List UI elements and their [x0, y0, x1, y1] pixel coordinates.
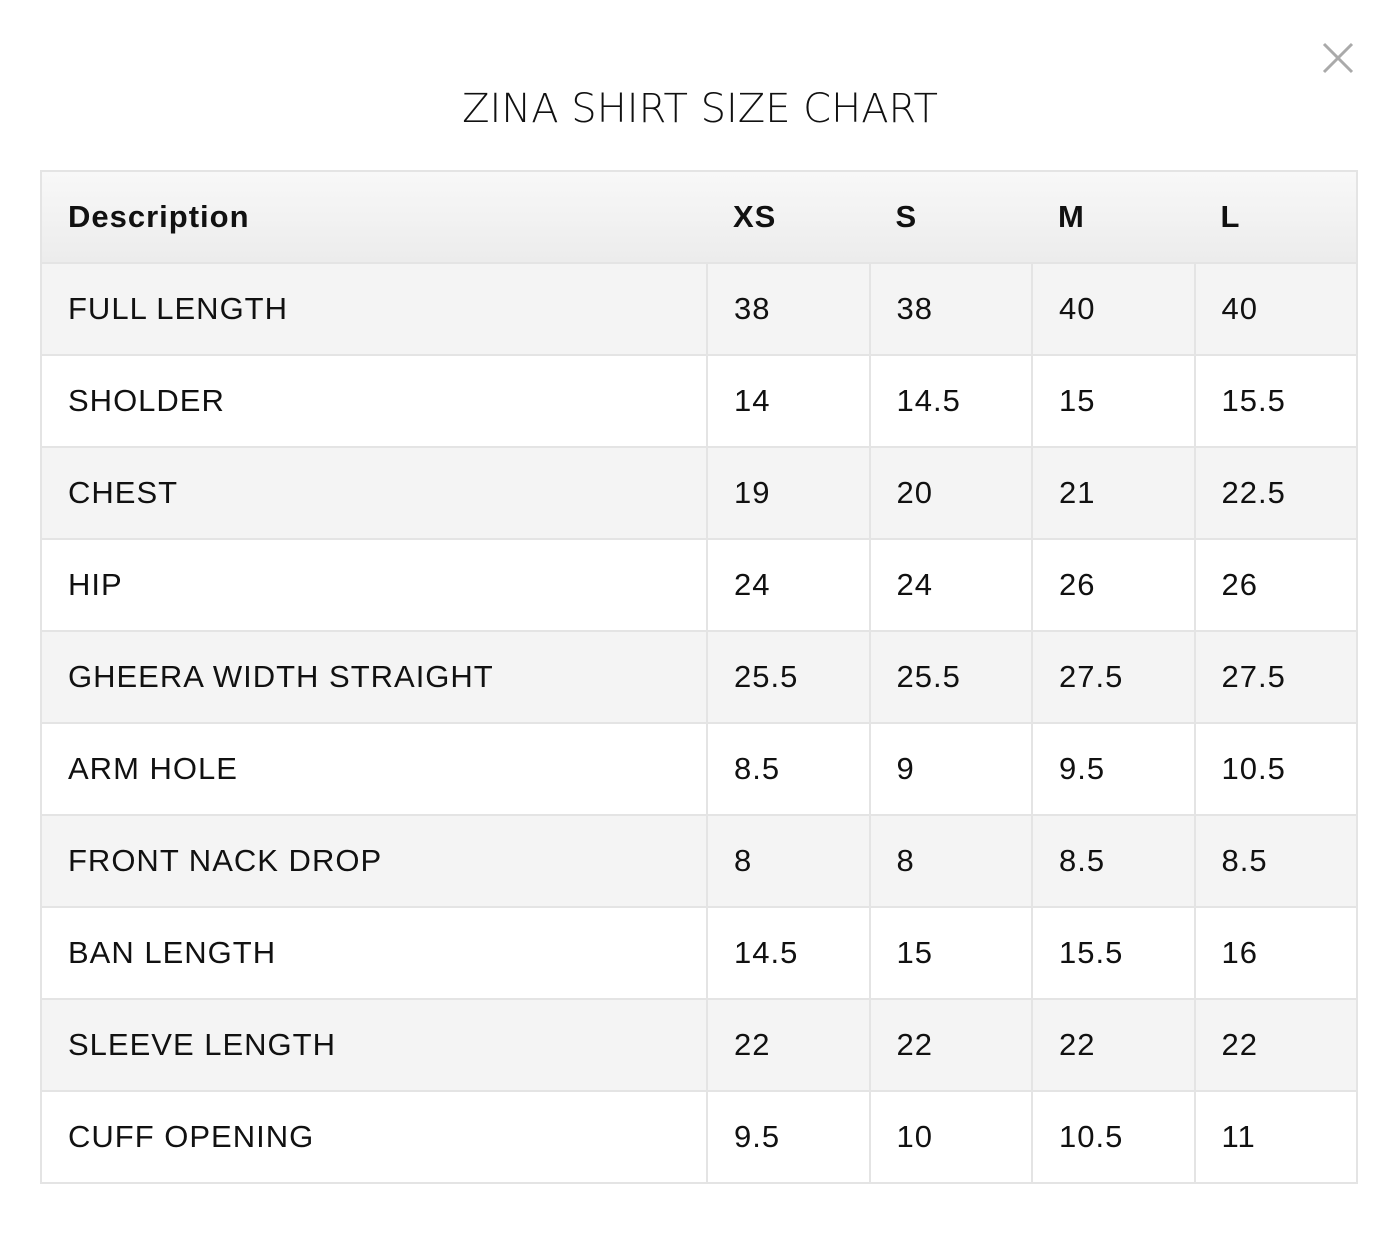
- table-cell: SHOLDER: [40, 354, 708, 448]
- table-cell: 8.5: [706, 722, 871, 816]
- table-cell: 14.5: [706, 906, 871, 1000]
- table-cell: 15.5: [1193, 354, 1358, 448]
- table-row: SHOLDER 14 14.5 15 15.5: [40, 354, 1358, 448]
- table-cell: 22: [868, 998, 1033, 1092]
- table-cell: 22: [706, 998, 871, 1092]
- table-cell: 16: [1193, 906, 1358, 1000]
- table-cell: 40: [1193, 262, 1358, 356]
- table-cell: 15.5: [1031, 906, 1196, 1000]
- table-cell: BAN LENGTH: [40, 906, 708, 1000]
- table-cell: 38: [868, 262, 1033, 356]
- table-cell: 9.5: [1031, 722, 1196, 816]
- table-cell: CUFF OPENING: [40, 1090, 708, 1184]
- table-cell: 20: [868, 446, 1033, 540]
- table-cell: 40: [1031, 262, 1196, 356]
- table-row: FULL LENGTH 38 38 40 40: [40, 262, 1358, 356]
- table-cell: 11: [1193, 1090, 1358, 1184]
- table-cell: 19: [706, 446, 871, 540]
- table-cell: 15: [868, 906, 1033, 1000]
- table-cell: 8: [706, 814, 871, 908]
- table-row: FRONT NACK DROP 8 8 8.5 8.5: [40, 814, 1358, 908]
- table-cell: 24: [706, 538, 871, 632]
- table-cell: FULL LENGTH: [40, 262, 708, 356]
- table-row: GHEERA WIDTH STRAIGHT 25.5 25.5 27.5 27.5: [40, 630, 1358, 724]
- table-row: BAN LENGTH 14.5 15 15.5 16: [40, 906, 1358, 1000]
- table-cell: 22: [1031, 998, 1196, 1092]
- table-row: HIP 24 24 26 26: [40, 538, 1358, 632]
- table-row: ARM HOLE 8.5 9 9.5 10.5: [40, 722, 1358, 816]
- size-table: Description XS S M L FULL LENGTH 38 38 40 40 SHOL…: [40, 170, 1358, 1184]
- table-cell: 10: [868, 1090, 1033, 1184]
- header-row: Description XS S M L: [41, 170, 1357, 264]
- header-cell: L: [1194, 170, 1357, 264]
- table-cell: GHEERA WIDTH STRAIGHT: [40, 630, 708, 724]
- table-cell: 8.5: [1193, 814, 1358, 908]
- table-cell: FRONT NACK DROP: [40, 814, 708, 908]
- table-cell: 14.5: [868, 354, 1033, 448]
- table-cell: 15: [1031, 354, 1196, 448]
- table-cell: 8.5: [1031, 814, 1196, 908]
- table-cell: CHEST: [40, 446, 708, 540]
- table-cell: 21: [1031, 446, 1196, 540]
- table-cell: 22: [1193, 998, 1358, 1092]
- close-button[interactable]: [1320, 40, 1356, 76]
- table-cell: 8: [868, 814, 1033, 908]
- table-cell: 9: [868, 722, 1033, 816]
- table-cell: 27.5: [1193, 630, 1358, 724]
- table-cell: 10.5: [1031, 1090, 1196, 1184]
- table-cell: SLEEVE LENGTH: [40, 998, 708, 1092]
- header-cell: M: [1032, 170, 1195, 264]
- table-cell: 10.5: [1193, 722, 1358, 816]
- table-row: CUFF OPENING 9.5 10 10.5 11: [40, 1090, 1358, 1184]
- table-row: SLEEVE LENGTH 22 22 22 22: [40, 998, 1358, 1092]
- table-cell: 26: [1193, 538, 1358, 632]
- table-cell: HIP: [40, 538, 708, 632]
- header-cell: XS: [707, 170, 870, 264]
- table-cell: 9.5: [706, 1090, 871, 1184]
- title: ZINA SHIRT SIZE CHART: [462, 86, 938, 132]
- header-cell: S: [869, 170, 1032, 264]
- table-cell: 27.5: [1031, 630, 1196, 724]
- table-row: CHEST 19 20 21 22.5: [40, 446, 1358, 540]
- table-cell: 26: [1031, 538, 1196, 632]
- table-cell: 25.5: [706, 630, 871, 724]
- table-cell: 22.5: [1193, 446, 1358, 540]
- header-cell: Description: [41, 170, 707, 264]
- table-cell: 24: [868, 538, 1033, 632]
- table-cell: 38: [706, 262, 871, 356]
- table-cell: 25.5: [868, 630, 1033, 724]
- table-cell: ARM HOLE: [40, 722, 708, 816]
- table-cell: 14: [706, 354, 871, 448]
